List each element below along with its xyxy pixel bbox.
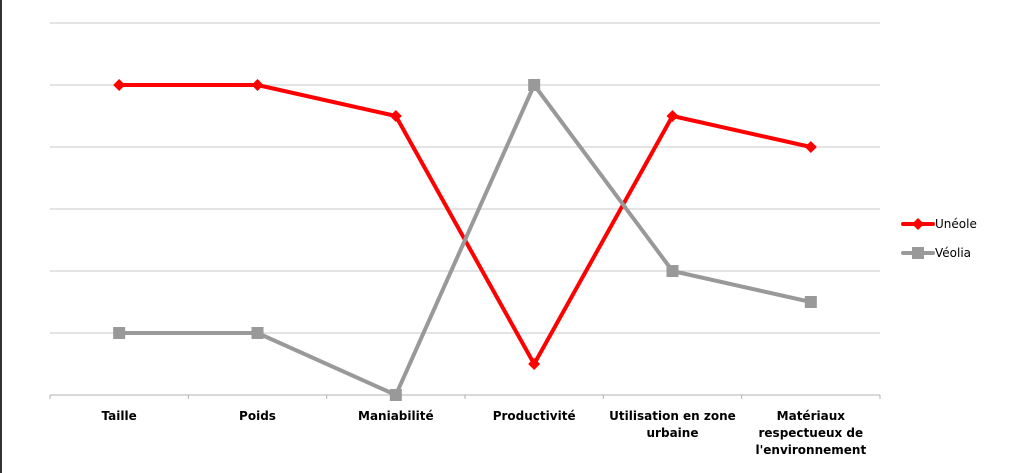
data-point-uneole: [666, 110, 679, 122]
data-point-uneole: [113, 79, 126, 91]
series-line-uneole: [119, 83, 812, 366]
x-tick-label-line: Matériaux: [777, 409, 846, 423]
data-point-uneole: [389, 110, 402, 122]
legend-marker-veolia: [912, 247, 924, 259]
data-point-veolia: [804, 296, 817, 308]
legend-label-veolia: Véolia: [935, 246, 971, 260]
x-tick-label: Productivité: [493, 409, 576, 423]
x-tick-label-line: l'environnement: [755, 443, 866, 457]
data-point-uneole: [528, 358, 541, 370]
x-tick-label: Poids: [239, 409, 276, 423]
x-tick-label-line: Poids: [239, 409, 276, 423]
x-tick-label: Utilisation en zone urbaine: [609, 409, 736, 440]
data-point-uneole: [251, 79, 264, 91]
data-point-veolia: [389, 389, 402, 401]
data-point-veolia: [113, 327, 126, 339]
data-point-veolia: [666, 265, 679, 277]
data-point-uneole: [804, 141, 817, 153]
series-line-veolia: [119, 83, 812, 397]
x-tick-label-line: Taille: [102, 409, 137, 423]
x-tick-label-line: urbaine: [647, 426, 699, 440]
x-tick-label: Maniabilité: [358, 409, 434, 423]
x-tick-label: Matériaux respectueux de l'environnement: [755, 409, 866, 457]
data-point-veolia: [251, 327, 264, 339]
x-tick-label-line: Maniabilité: [358, 409, 434, 423]
x-tick-label: Taille: [102, 409, 137, 423]
x-tick-label-line: respectueux de: [759, 426, 864, 440]
legend-marker-uneole: [912, 218, 924, 230]
data-point-veolia: [528, 79, 541, 91]
x-tick-label-line: Productivité: [493, 409, 576, 423]
legend-label-uneole: Unéole: [935, 217, 977, 231]
x-tick-label-line: Utilisation en zone: [609, 409, 736, 423]
window-left-edge: [0, 0, 2, 473]
